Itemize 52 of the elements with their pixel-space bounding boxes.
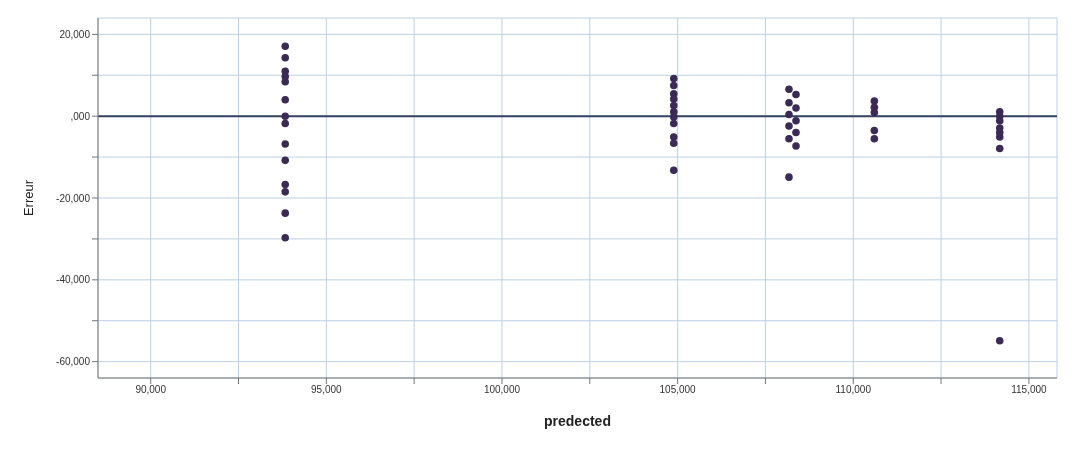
point — [669, 81, 678, 90]
point — [281, 233, 290, 242]
x-tick-label: 90,000 — [135, 384, 167, 396]
point — [870, 134, 879, 143]
point — [669, 119, 678, 128]
point — [669, 166, 678, 174]
point — [792, 128, 800, 137]
point — [785, 85, 793, 93]
point — [995, 133, 1004, 141]
point — [281, 78, 290, 86]
point — [281, 119, 290, 128]
point — [870, 97, 879, 105]
point — [995, 337, 1004, 345]
point — [669, 113, 678, 121]
point — [792, 90, 800, 99]
point — [669, 139, 678, 147]
point — [281, 140, 290, 148]
point — [669, 101, 678, 110]
point — [785, 98, 793, 107]
x-tick-label: 105,000 — [659, 384, 697, 396]
point — [785, 134, 793, 143]
point — [281, 209, 290, 217]
y-tick-label: -60,000 — [56, 356, 91, 368]
y-tick-label: 20,000 — [59, 28, 91, 40]
y-tick-label: ,000 — [70, 110, 91, 122]
point — [669, 133, 678, 141]
point — [281, 96, 290, 104]
point — [792, 116, 800, 125]
point — [792, 104, 800, 112]
x-axis-title: predected — [544, 413, 611, 429]
point — [995, 144, 1004, 153]
point — [281, 156, 290, 165]
point — [669, 74, 678, 83]
point — [785, 173, 793, 181]
x-tick-label: 115,000 — [1011, 384, 1048, 396]
y-tick-label: -20,000 — [56, 192, 91, 204]
point — [792, 142, 800, 150]
x-tick-label: 100,000 — [483, 384, 521, 396]
y-tick-label: -40,000 — [56, 274, 91, 286]
point — [281, 188, 290, 196]
x-tick-label: 95,000 — [311, 384, 343, 396]
x-tick-label: 110,000 — [835, 384, 872, 396]
point — [870, 108, 879, 117]
point — [785, 110, 793, 119]
point — [281, 112, 290, 120]
point — [281, 180, 290, 189]
point — [281, 53, 290, 62]
point — [281, 42, 290, 50]
y-axis-title: Erreur — [20, 179, 36, 217]
point — [669, 95, 678, 103]
point — [785, 122, 793, 130]
point — [870, 126, 879, 135]
